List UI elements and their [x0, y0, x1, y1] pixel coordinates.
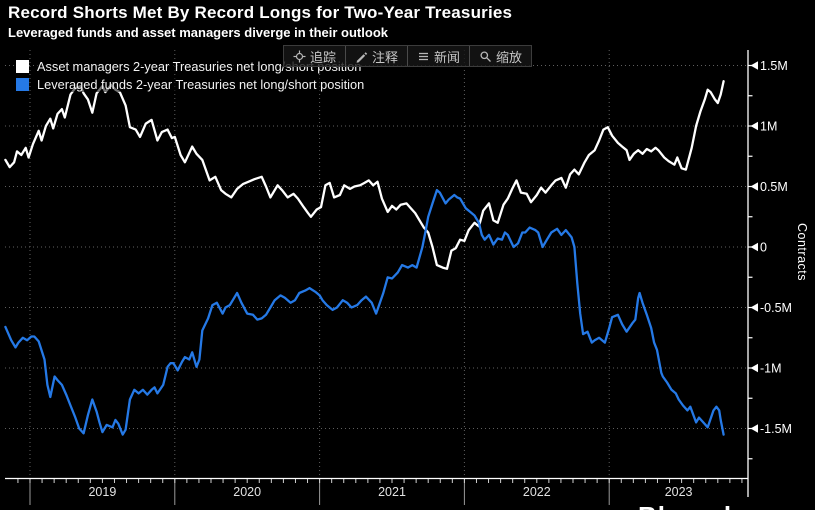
legend-swatch-blue-icon — [16, 77, 29, 91]
toolbar-annotate-button[interactable]: 注释 — [345, 46, 407, 66]
svg-text:-0.5M: -0.5M — [760, 301, 792, 315]
pencil-icon — [355, 50, 368, 63]
legend: Asset managers 2-year Treasuries net lon… — [16, 57, 365, 93]
bloomberg-watermark: Bloomberg — [638, 501, 784, 510]
page-subtitle: Leveraged funds and asset managers diver… — [8, 25, 388, 40]
news-icon — [417, 50, 430, 63]
svg-text:2020: 2020 — [233, 485, 261, 499]
toolbar-annotate-label: 注释 — [372, 49, 399, 65]
y-axis-title: Contracts — [795, 223, 809, 281]
legend-swatch-white-icon — [16, 59, 29, 73]
toolbar-news-label: 新闻 — [434, 49, 461, 65]
magnifier-icon — [479, 50, 492, 63]
legend-label-leveraged-funds: Leveraged funds 2-year Treasuries net lo… — [37, 76, 365, 92]
svg-text:-1.5M: -1.5M — [760, 422, 792, 436]
toolbar-zoom-label: 缩放 — [496, 49, 523, 65]
page-title: Record Shorts Met By Record Longs for Tw… — [8, 3, 513, 22]
chart-toolbar: 追踪 注释 新闻 缩放 — [283, 45, 533, 67]
legend-item-leveraged-funds: Leveraged funds 2-year Treasuries net lo… — [16, 75, 365, 93]
svg-text:1.5M: 1.5M — [760, 59, 788, 73]
svg-text:2019: 2019 — [88, 485, 116, 499]
svg-text:2023: 2023 — [665, 485, 693, 499]
svg-text:0: 0 — [760, 240, 767, 254]
svg-text:2022: 2022 — [523, 485, 551, 499]
crosshair-icon — [293, 50, 306, 63]
svg-text:0.5M: 0.5M — [760, 180, 788, 194]
toolbar-track-button[interactable]: 追踪 — [284, 46, 345, 66]
svg-text:-1M: -1M — [760, 361, 782, 375]
legend-item-asset-managers: Asset managers 2-year Treasuries net lon… — [16, 57, 364, 75]
legend-label-asset-managers: Asset managers 2-year Treasuries net lon… — [37, 58, 362, 74]
toolbar-zoom-button[interactable]: 缩放 — [469, 46, 531, 66]
toolbar-track-label: 追踪 — [310, 49, 337, 65]
toolbar-news-button[interactable]: 新闻 — [407, 46, 469, 66]
svg-text:1M: 1M — [760, 119, 777, 133]
svg-text:2021: 2021 — [378, 485, 406, 499]
